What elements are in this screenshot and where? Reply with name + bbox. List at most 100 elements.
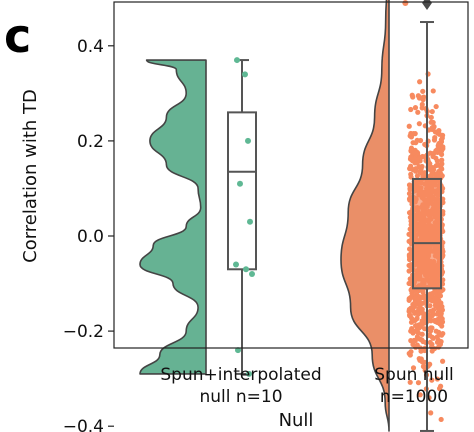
point-group2 (407, 276, 413, 282)
point-group2 (419, 331, 425, 337)
point-group2 (428, 410, 434, 416)
point-group2 (407, 313, 413, 319)
point-group2 (406, 196, 413, 202)
box-group2-box (412, 177, 442, 290)
violin-group2 (340, 0, 390, 432)
point-group2 (432, 135, 438, 141)
point-group2 (410, 308, 416, 314)
point-group2 (438, 151, 445, 158)
point-group2 (426, 315, 433, 322)
point-group2 (439, 323, 445, 329)
point-group2 (439, 157, 445, 163)
point-group2 (427, 339, 433, 346)
y-tick-label: 0.2 (77, 132, 104, 152)
point-group2 (427, 303, 433, 309)
point-group2 (440, 358, 446, 364)
point-group2 (439, 166, 445, 172)
point-group2 (431, 150, 437, 156)
point-group2 (438, 383, 444, 389)
point-group2 (415, 109, 421, 115)
point-group2 (414, 316, 420, 322)
point-group2 (438, 148, 445, 154)
point-group2 (416, 296, 422, 302)
point-group2 (411, 304, 417, 310)
point-group2 (410, 365, 417, 371)
point-group2 (415, 311, 421, 317)
point-group2 (422, 326, 428, 332)
point-group2 (437, 293, 444, 299)
point-group2 (433, 163, 439, 169)
point-group2 (418, 322, 424, 328)
point-group2 (422, 359, 428, 365)
point-group2 (438, 139, 445, 145)
point-group2 (417, 336, 423, 342)
point-group2 (434, 158, 440, 164)
point-group2 (434, 334, 441, 340)
point-group1 (235, 347, 241, 354)
point-group2 (429, 377, 435, 383)
point-group2 (433, 103, 439, 110)
point-group2 (408, 163, 414, 169)
point-group2 (412, 131, 418, 137)
point-group1 (243, 266, 249, 273)
point-group2 (408, 148, 414, 154)
point-group2 (418, 168, 424, 175)
point-group2 (406, 210, 413, 216)
point-group2 (420, 88, 426, 94)
point-group2 (406, 123, 412, 129)
point-group2 (432, 317, 438, 324)
point-group2 (416, 300, 422, 306)
point-group2 (413, 140, 419, 146)
point-group2 (434, 376, 441, 382)
box-group1-box (227, 111, 257, 271)
y-tick-label: −0.4 (63, 417, 104, 432)
point-group2 (406, 297, 412, 303)
point-group2 (428, 119, 434, 125)
point-group2 (408, 106, 414, 113)
point-group1 (249, 271, 255, 278)
point-group2 (440, 144, 446, 150)
point-group2 (429, 325, 435, 331)
x-axis: Spun+interpolated null n=10 Spun null n=… (160, 365, 453, 431)
point-group2 (429, 108, 435, 115)
point-group2 (410, 328, 416, 334)
point-group1 (246, 370, 252, 377)
point-group2 (438, 416, 444, 423)
point-group2 (421, 293, 427, 300)
point-group1 (242, 71, 248, 78)
point-group2 (417, 392, 423, 398)
point-group2 (416, 121, 422, 127)
point-group1 (233, 261, 239, 268)
point-group2 (406, 190, 413, 197)
x-tick-label-group1-line2: null n=10 (199, 387, 282, 407)
point-group2 (421, 94, 427, 100)
point-group2 (421, 314, 427, 320)
plot-frame (113, 1, 469, 349)
point-group2 (411, 337, 417, 343)
plot-area (139, 0, 446, 432)
point-group1 (245, 137, 251, 144)
point-group2 (434, 171, 440, 177)
point-group2 (416, 356, 422, 362)
point-group2 (407, 186, 413, 193)
panel-letter: c (4, 9, 31, 63)
point-group2 (436, 306, 442, 312)
point-group2 (407, 379, 413, 385)
x-tick-label-group2-line1: Spun null (374, 365, 454, 385)
point-group2 (428, 114, 434, 121)
point-group2 (407, 133, 413, 139)
point-group2 (412, 168, 419, 174)
y-axis-label: Correlation with TD (20, 89, 41, 263)
point-group2 (410, 94, 416, 100)
point-group2 (421, 311, 427, 317)
point-group2 (436, 127, 442, 134)
x-axis-label: Null (279, 410, 314, 431)
point-group2 (427, 167, 433, 173)
point-group2 (438, 310, 444, 317)
x-tick-label-group1-line1: Spun+interpolated (160, 365, 321, 385)
point-group2 (413, 322, 419, 329)
y-tick-label: 0.4 (77, 37, 104, 57)
point-group2 (434, 339, 441, 345)
point-group2 (412, 105, 419, 111)
point-group2 (427, 308, 433, 314)
